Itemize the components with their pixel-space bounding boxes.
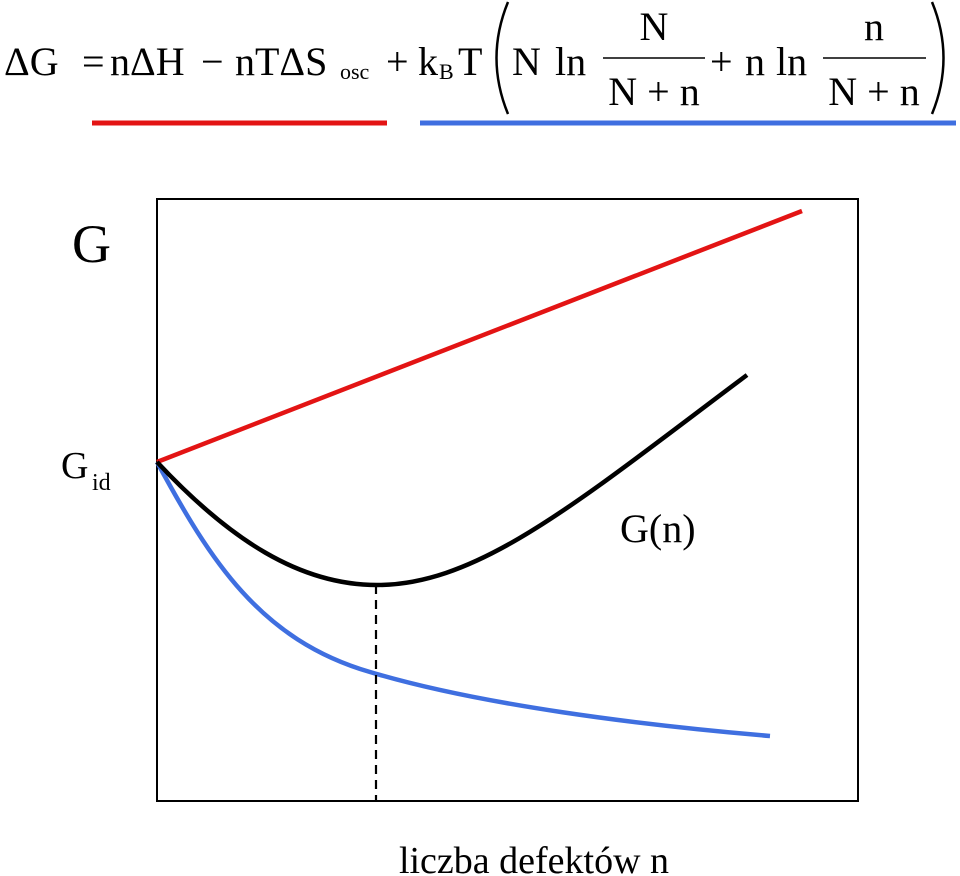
fraction2-numerator: n: [864, 4, 884, 49]
eq-plus-1: +: [386, 39, 409, 84]
right-paren: [930, 1, 945, 115]
configurational-entropy-curve: [155, 460, 771, 739]
eq-n-coefficient: n: [745, 39, 765, 84]
eq-boltzmann-subscript: B: [439, 59, 454, 84]
left-paren: [495, 1, 510, 115]
total-curve-label: G(n): [620, 506, 696, 551]
x-axis-label: liczba defektów n: [399, 840, 669, 876]
eq-N-coefficient: N: [512, 39, 541, 84]
eq-plus-2: +: [710, 39, 733, 84]
eq-temperature: T: [458, 39, 482, 84]
g-id-subscript: id: [92, 470, 111, 496]
eq-ln-2: ln: [776, 39, 807, 84]
fraction1-numerator: N: [640, 4, 669, 49]
fraction2-denominator: N + n: [828, 69, 919, 114]
free-energy-equation: ΔG = nΔH − nTΔS osc + k B T N ln N N + n…: [4, 1, 956, 126]
y-axis-symbol: G: [72, 214, 111, 274]
eq-ln-1: ln: [555, 39, 586, 84]
plot: G G id G(n): [61, 198, 859, 802]
total-free-energy-curve: [155, 373, 749, 588]
eq-entropy-subscript: osc: [340, 59, 370, 84]
enthalpy-line: [156, 208, 803, 465]
fraction1-denominator: N + n: [608, 69, 699, 114]
eq-minus: −: [201, 39, 224, 84]
plot-frame: [156, 198, 859, 802]
g-id-label: G: [61, 445, 88, 487]
eq-lhs: ΔG: [4, 39, 59, 84]
eq-enthalpy-term: nΔH: [110, 39, 185, 84]
eq-entropy-term: nTΔS: [235, 39, 327, 84]
eq-boltzmann-k: k: [418, 39, 438, 84]
eq-equals: =: [82, 39, 105, 84]
